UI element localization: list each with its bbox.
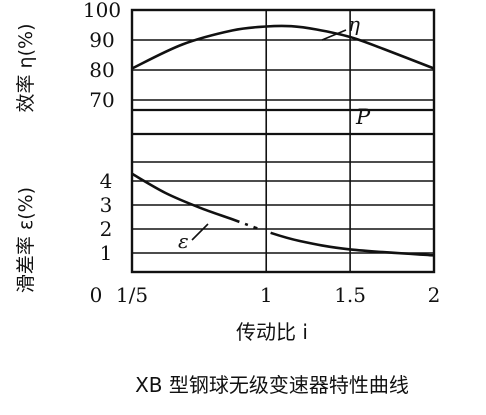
p-series-label: P xyxy=(355,105,371,129)
upper-y-tick-label: 100 xyxy=(83,0,121,22)
eta-series-line xyxy=(131,24,435,70)
upper-y-tick-label: 80 xyxy=(89,58,114,82)
series-layer xyxy=(131,24,435,257)
x-tick-label: 1.5 xyxy=(334,283,366,307)
grid-layer xyxy=(132,10,434,272)
eta-series-label: η xyxy=(348,12,360,36)
lower-y-tick-label: 2 xyxy=(100,217,113,241)
epsilon-series-line xyxy=(131,172,435,257)
epsilon-series-label: ε xyxy=(178,229,189,253)
x-tick-label: 1/5 xyxy=(116,283,148,307)
x-axis-label: 传动比 i xyxy=(236,320,308,344)
lower-y-tick-label: 3 xyxy=(100,193,113,217)
chart-title: XB 型钢球无级变速器特性曲线 xyxy=(135,373,409,397)
x-tick-label: 2 xyxy=(428,283,441,307)
upper-y-axis-label: 效率 η(%) xyxy=(15,24,37,113)
epsilon-label-leader xyxy=(191,223,209,241)
x-tick-label: 1 xyxy=(260,283,273,307)
plot-frame xyxy=(130,8,436,274)
x-origin-label: 0 xyxy=(90,283,103,307)
lower-y-tick-label: 1 xyxy=(100,241,113,265)
upper-y-tick-label: 90 xyxy=(89,28,114,52)
upper-y-tick-label: 70 xyxy=(89,88,114,112)
lower-y-axis-label: 滑差率 ε(%) xyxy=(15,187,37,293)
lower-y-tick-label: 4 xyxy=(100,169,113,193)
eta-label-leader xyxy=(321,29,347,41)
